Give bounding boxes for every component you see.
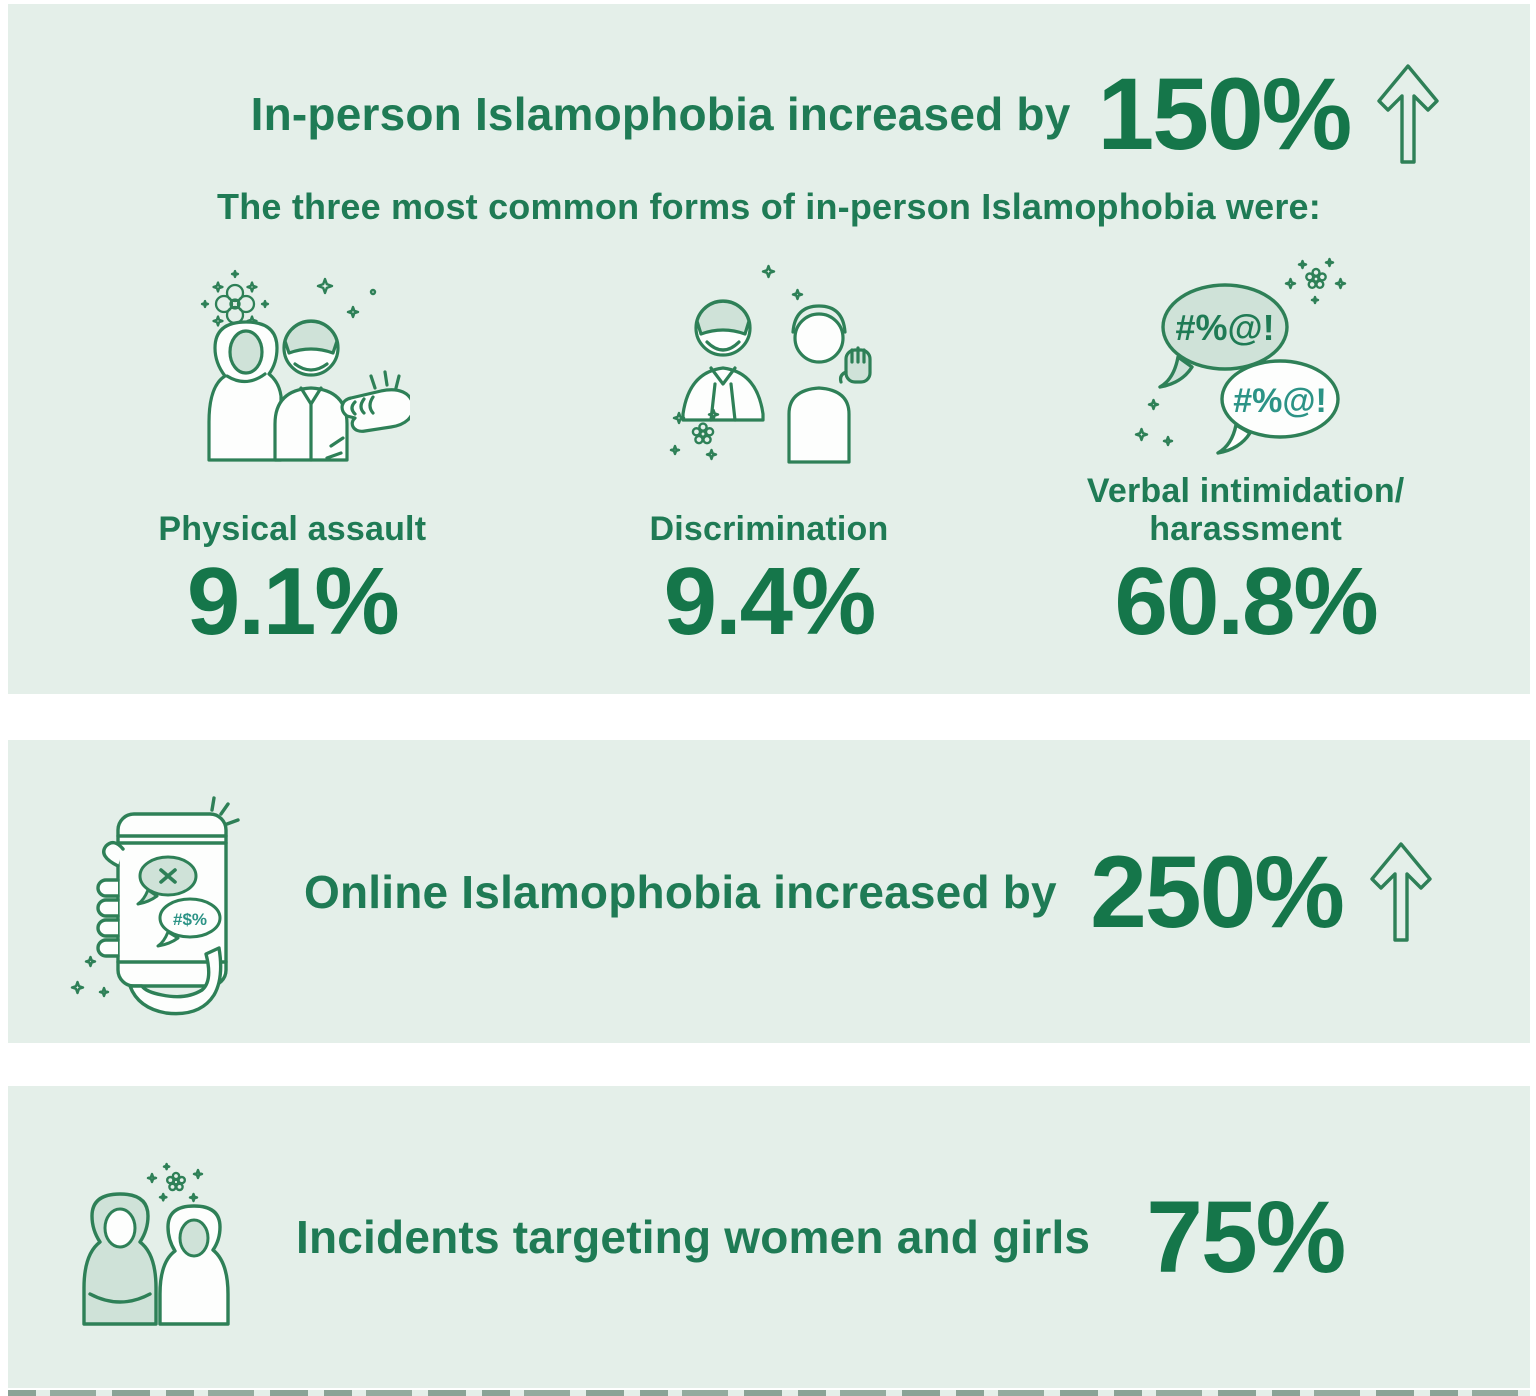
stop-hand	[839, 345, 873, 384]
in-person-stat-columns: Physical assault 9.1%	[54, 258, 1484, 655]
speech-bubble-filled: #%@!	[1158, 282, 1289, 389]
speech-bubble-white: #%@!	[1216, 358, 1340, 455]
muslim-man	[681, 298, 766, 422]
discrimination-icon	[651, 264, 886, 464]
arrow-up-icon	[1377, 62, 1440, 166]
physical-assault-icon	[175, 264, 410, 464]
in-person-headline-row: In-person Islamophobia increased by 150%	[160, 4, 1530, 166]
online-stat-group: 250%	[1090, 840, 1432, 944]
notification-sparks	[210, 795, 240, 826]
woman-hijab-filled	[82, 1192, 158, 1326]
online-text: Online Islamophobia increased by	[304, 865, 1057, 918]
speech-bubbles-icon: #%@! #%@!	[1128, 258, 1363, 464]
sparkles	[762, 264, 804, 300]
stat-label: Discrimination	[649, 510, 889, 548]
in-person-stat: 150%	[1097, 57, 1352, 171]
sparkle-cluster	[147, 1163, 203, 1202]
cutoff-content-strip	[8, 1390, 1530, 1396]
in-person-subtitle: The three most common forms of in-person…	[217, 186, 1321, 227]
stat-value: 9.1%	[186, 548, 400, 655]
woman-in-hijab	[207, 320, 283, 462]
hijabi-women-icon	[68, 1162, 248, 1332]
women-text: Incidents targeting women and girls	[296, 1211, 1091, 1263]
stat-label: Physical assault	[158, 510, 427, 548]
stat-column-discrimination: Discrimination 9.4%	[531, 264, 1008, 650]
man-with-cap	[273, 319, 349, 462]
women-section: Incidents targeting women and girls 75%	[8, 1086, 1530, 1388]
sparkles	[316, 278, 377, 318]
person-rejecting	[787, 303, 873, 464]
sparkles	[1135, 398, 1173, 445]
stat-label: Verbal intimidation/ harassment	[1086, 472, 1405, 548]
holding-hand	[96, 840, 223, 1015]
in-person-section: In-person Islamophobia increased by 150%…	[8, 4, 1530, 694]
stat-column-physical-assault: Physical assault 9.1%	[54, 264, 531, 650]
sparkle-cluster	[1285, 258, 1346, 303]
svg-text:#%@!: #%@!	[1233, 382, 1327, 420]
sparkles	[71, 955, 109, 996]
arrow-up-icon	[1370, 840, 1432, 944]
abuse-bubble-text: #$%	[156, 897, 222, 947]
stat-value: 60.8%	[1114, 548, 1379, 655]
fist	[325, 370, 410, 460]
women-stat: 75%	[1146, 1180, 1346, 1294]
abuse-bubble-x	[136, 855, 198, 905]
svg-text:#%@!: #%@!	[1176, 307, 1275, 348]
stat-column-verbal-harassment: #%@! #%@! Verbal intimidation/	[1007, 258, 1484, 655]
online-section: #$% Online Islamophobia increased by 250…	[8, 740, 1530, 1043]
woman-hijab-white	[158, 1204, 230, 1326]
phone-abuse-icon: #$%	[66, 792, 256, 1022]
smartphone	[116, 811, 228, 988]
online-stat: 250%	[1090, 834, 1345, 949]
stat-value: 9.4%	[663, 548, 877, 655]
svg-text:#$%: #$%	[173, 910, 207, 929]
in-person-headline: In-person Islamophobia increased by	[250, 88, 1071, 140]
